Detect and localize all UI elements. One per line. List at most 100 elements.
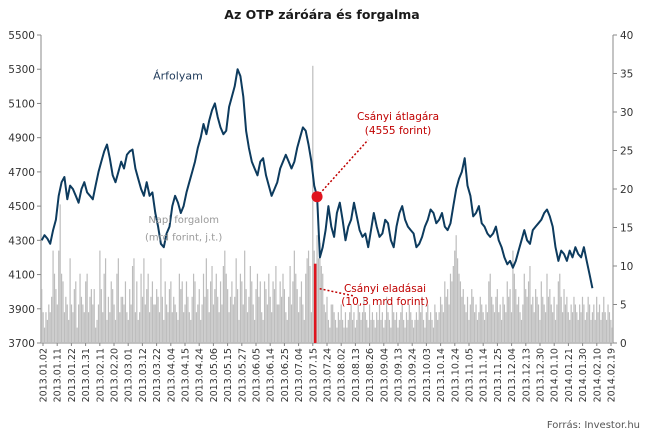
volume-bar <box>62 281 64 343</box>
volume-bar <box>500 319 503 343</box>
volume-bar <box>293 250 295 343</box>
volume-bar <box>242 304 244 343</box>
volume-bar <box>324 312 327 343</box>
callout-volume-line2: (10,3 mrd forint) <box>341 296 428 308</box>
volume-bar <box>414 319 416 343</box>
x-tick-label: 2013.11.05 <box>465 348 476 402</box>
volume-bar <box>432 327 435 343</box>
x-tick-label: 2013.01.11 <box>53 348 64 402</box>
y-right-tick-label: 40 <box>620 30 633 42</box>
volume-bar <box>516 304 518 343</box>
x-tick-label: 2013.04.04 <box>166 348 177 402</box>
volume-bar <box>42 312 44 343</box>
volume-bar <box>420 312 422 343</box>
volume-bar <box>83 312 85 343</box>
volume-bar <box>596 296 598 343</box>
x-tick-label: 2013.11.25 <box>493 348 504 402</box>
volume-bar <box>52 250 54 343</box>
volume-bar <box>133 258 135 343</box>
volume-bar <box>502 296 504 343</box>
volume-bar <box>549 289 551 343</box>
volume-bar <box>574 304 576 343</box>
volume-bar <box>131 266 134 343</box>
volume-bar <box>263 281 266 343</box>
volume-bar-highlight <box>313 263 318 343</box>
volume-bar <box>424 327 426 343</box>
volume-bar <box>192 273 195 343</box>
volume-bar <box>259 281 261 343</box>
volume-bar <box>323 304 325 343</box>
volume-bar <box>478 312 480 343</box>
callout-leader-volume <box>319 287 355 297</box>
volume-bar <box>445 296 447 343</box>
volume-bar <box>527 281 530 343</box>
volume-bar <box>537 304 540 343</box>
y-right-tick-label: 20 <box>620 184 633 196</box>
volume-bar <box>268 273 270 343</box>
x-tick-label: 2013.11.14 <box>479 348 490 402</box>
volume-bar <box>266 304 268 343</box>
volume-bar <box>79 273 81 343</box>
volume-bar <box>435 312 437 343</box>
volume-bar <box>171 312 173 343</box>
volume-bar <box>245 289 247 343</box>
volume-bar <box>112 289 114 343</box>
volume-bar <box>215 273 217 343</box>
volume-bar <box>415 312 418 343</box>
volume-bar <box>261 312 263 343</box>
volume-bar <box>543 304 545 343</box>
x-tick-label: 2013.03.01 <box>124 348 135 402</box>
volume-bar <box>479 296 481 343</box>
x-tick-label: 2013.06.14 <box>266 348 277 402</box>
volume-bar <box>380 319 382 343</box>
volume-bar <box>576 312 578 343</box>
volume-bar <box>107 296 110 343</box>
volume-bar <box>586 312 588 343</box>
volume-bar <box>332 304 334 343</box>
volume-bar <box>224 250 226 343</box>
volume-bar <box>530 304 532 343</box>
volume-bar <box>540 281 542 343</box>
volume-bar <box>239 273 242 343</box>
volume-bar <box>393 312 395 343</box>
volume-bar <box>326 296 328 343</box>
volume-bar <box>197 304 199 343</box>
volume-bar <box>562 312 564 343</box>
x-tick-label: 2013.07.15 <box>308 348 319 402</box>
volume-bar <box>156 289 158 343</box>
volume-bar <box>254 319 256 343</box>
volume-bar <box>306 258 308 343</box>
volume-bar <box>455 235 457 343</box>
volume-bar <box>76 327 78 343</box>
volume-bar <box>600 319 602 343</box>
volume-bar <box>234 296 236 343</box>
volume-bar <box>604 312 606 343</box>
volume-bar <box>466 296 469 343</box>
volume-bar <box>590 319 592 343</box>
volume-bar <box>583 304 585 343</box>
volume-bar <box>153 304 155 343</box>
volume-bar <box>222 266 224 343</box>
volume-bar <box>469 304 471 343</box>
volume-bar <box>217 296 219 343</box>
volume-bar <box>180 289 182 343</box>
volume-bar <box>587 296 589 343</box>
volume-bar <box>329 327 331 343</box>
volume-bar <box>163 319 165 343</box>
volume-bar <box>546 273 548 343</box>
volume-bar <box>350 304 352 343</box>
volume-bar <box>353 312 355 343</box>
volume-bar <box>161 296 163 343</box>
volume-bar <box>461 296 463 343</box>
volume-bar <box>588 304 591 343</box>
y-right-tick-label: 25 <box>620 146 633 158</box>
volume-bar <box>447 289 449 343</box>
callout-leader-price <box>316 139 369 198</box>
volume-bar <box>320 266 322 343</box>
volume-bar <box>401 304 403 343</box>
x-tick-label: 2013.05.15 <box>223 348 234 402</box>
volume-bar <box>458 273 460 343</box>
x-tick-label: 2013.12.13 <box>521 348 532 402</box>
volume-bar <box>322 273 324 343</box>
volume-bar <box>80 296 83 343</box>
